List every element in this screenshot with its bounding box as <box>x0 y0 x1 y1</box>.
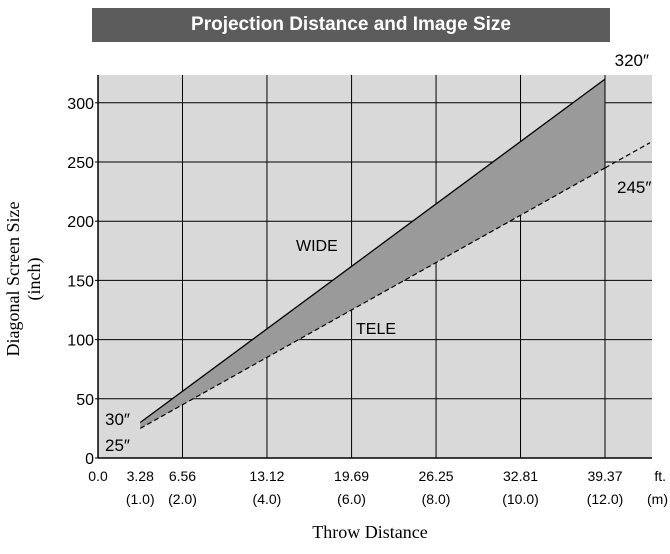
wide-label: WIDE <box>296 238 338 255</box>
annotation-25: 25″ <box>105 436 130 455</box>
chart-title: Projection Distance and Image Size <box>191 14 511 35</box>
wide-series-line <box>139 78 606 424</box>
y-tick-label: 200 <box>67 214 94 231</box>
x-tick-label-ft: 13.12 <box>249 468 284 484</box>
y-tick-label: 250 <box>67 155 94 172</box>
tele-extension-line <box>604 142 651 169</box>
y-tick-label: 150 <box>67 273 94 290</box>
y-tick-label: 50 <box>76 392 94 409</box>
x-tick-labels: 0.0 3.28 (1.0) 6.56 (2.0) 13.12 (4.0) 19.69 (6.0… <box>88 468 668 507</box>
y-tick-labels: 0 50 100 150 200 250 300 <box>67 96 98 468</box>
tele-series-line <box>139 167 606 429</box>
x-axis-label: Throw Distance <box>312 522 428 542</box>
x-tick-label-ft: 0.0 <box>88 468 108 484</box>
axes <box>97 75 652 459</box>
x-tick-label-m: (1.0) <box>126 491 155 507</box>
x-tick-label-m: (2.0) <box>168 491 197 507</box>
x-tick-label-m: (8.0) <box>422 491 451 507</box>
x-tick-label-ft: 32.81 <box>503 468 538 484</box>
y-axis-label: Diagonal Screen Size (inch) <box>3 201 44 357</box>
x-tick-label-ft: 3.28 <box>127 468 154 484</box>
chart-title-bar: Projection Distance and Image Size <box>92 8 610 42</box>
x-tick-label-ft: 39.37 <box>587 468 622 484</box>
x-tick-label-m: (10.0) <box>502 491 539 507</box>
x-tick-label-m: (4.0) <box>253 491 282 507</box>
series-labels: WIDE TELE 320″ 245″ 30″ 25″ <box>105 51 651 455</box>
x-tick-label-ft: 26.25 <box>419 468 454 484</box>
y-tick-label: 300 <box>67 96 94 113</box>
zoom-range-band <box>140 79 606 429</box>
x-tick-label-ft: 19.69 <box>334 468 369 484</box>
annotation-245: 245″ <box>617 178 651 197</box>
x-unit-m: (m) <box>647 491 668 507</box>
x-tick-label-m: (6.0) <box>337 491 366 507</box>
tele-label: TELE <box>356 321 396 338</box>
annotation-320: 320″ <box>615 51 649 70</box>
annotation-30: 30″ <box>105 410 130 429</box>
y-tick-label: 100 <box>67 333 94 350</box>
y-tick-label: 0 <box>85 451 94 468</box>
x-unit-ft: ft. <box>654 468 666 484</box>
x-tick-label-m: (12.0) <box>587 491 624 507</box>
x-tick-label-ft: 6.56 <box>169 468 196 484</box>
